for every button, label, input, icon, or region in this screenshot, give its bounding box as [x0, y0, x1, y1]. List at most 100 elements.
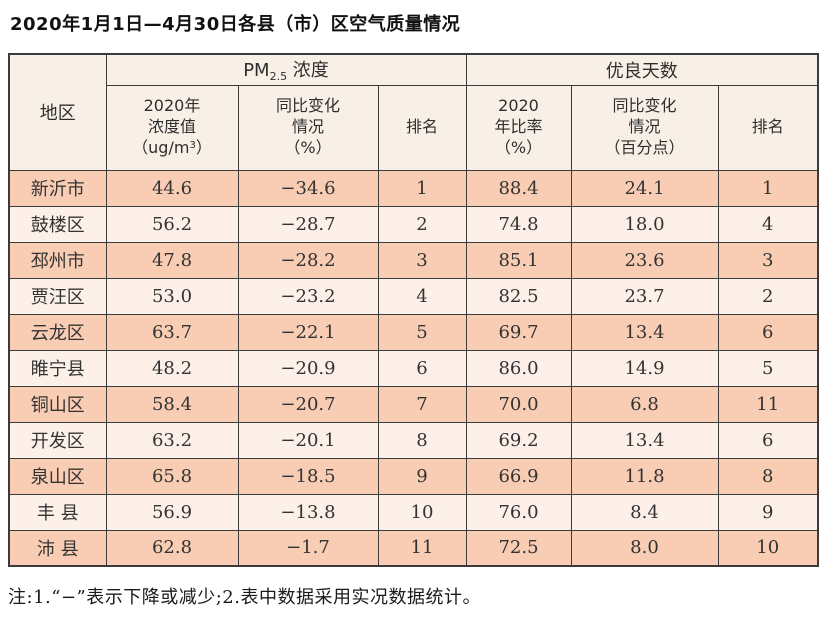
region-cell: 贾汪区: [8, 277, 107, 315]
ratio-change-cell: 8.4: [570, 493, 719, 531]
table-row: 云龙区 63.7 −22.1 5 69.7 13.4 6: [8, 313, 819, 351]
pm25-label-suffix: 浓度: [287, 60, 329, 82]
region-cell: 新沂市: [8, 169, 107, 207]
pm25-change-cell: −18.5: [237, 457, 379, 495]
pm25-rank-cell: 9: [377, 457, 467, 495]
footnote: 注:1.“−”表示下降或减少;2.表中数据采用实况数据统计。: [8, 587, 481, 608]
ratio-change-cell: 23.6: [570, 241, 719, 279]
region-cell: 沛 县: [8, 529, 107, 567]
table-row: 睢宁县 48.2 −20.9 6 86.0 14.9 5: [8, 349, 819, 387]
header-line: 年比率: [494, 117, 543, 137]
region-cell: 开发区: [8, 421, 107, 459]
pm25-value-cell: 53.0: [105, 277, 239, 315]
unit-prefix: （ug/m: [132, 137, 190, 157]
pm25-change-cell: −13.8: [237, 493, 379, 531]
pm25-rank-cell: 7: [377, 385, 467, 423]
pm25-value-cell: 62.8: [105, 529, 239, 567]
unit-superscript: 3: [189, 139, 196, 151]
pm25-change-cell: −20.7: [237, 385, 379, 423]
pm25-rank-cell: 4: [377, 277, 467, 315]
table-row: 鼓楼区 56.2 −28.7 2 74.8 18.0 4: [8, 205, 819, 243]
pm25-value-cell: 63.2: [105, 421, 239, 459]
table-row: 沛 县 62.8 −1.7 11 72.5 8.0 10: [8, 529, 819, 567]
pm25-value-column-header: 2020年 浓度值 （ug/m3）: [105, 84, 239, 171]
pm25-rank-cell: 8: [377, 421, 467, 459]
region-cell: 云龙区: [8, 313, 107, 351]
ratio-rank-cell: 9: [717, 493, 819, 531]
header-line: （%）: [494, 137, 543, 157]
pm25-group-header: PM2.5 浓度: [105, 53, 467, 86]
ratio-rank-cell: 6: [717, 421, 819, 459]
ratio-change-cell: 18.0: [570, 205, 719, 243]
pm25-rank-cell: 2: [377, 205, 467, 243]
ratio-change-cell: 24.1: [570, 169, 719, 207]
pm25-value-cell: 44.6: [105, 169, 239, 207]
ratio-change-column-header: 同比变化 情况 （百分点）: [570, 84, 719, 171]
header-line: 浓度值: [147, 117, 196, 137]
pm25-label-subscript: 2.5: [269, 70, 288, 84]
table-row: 开发区 63.2 −20.1 8 69.2 13.4 6: [8, 421, 819, 459]
pm25-rank-cell: 11: [377, 529, 467, 567]
pm25-rank-cell: 10: [377, 493, 467, 531]
ratio-change-cell: 13.4: [570, 421, 719, 459]
pm25-change-cell: −1.7: [237, 529, 379, 567]
table-row: 丰 县 56.9 −13.8 10 76.0 8.4 9: [8, 493, 819, 531]
pm25-rank-cell: 5: [377, 313, 467, 351]
region-cell: 鼓楼区: [8, 205, 107, 243]
pm25-rank-cell: 1: [377, 169, 467, 207]
ratio-rank-column-header: 排名: [717, 84, 819, 171]
ratio-rank-cell: 4: [717, 205, 819, 243]
table-row: 新沂市 44.6 −34.6 1 88.4 24.1 1: [8, 169, 819, 207]
ratio-change-cell: 6.8: [570, 385, 719, 423]
ratio-change-cell: 14.9: [570, 349, 719, 387]
pm25-change-cell: −22.1: [237, 313, 379, 351]
pm25-change-column-header: 同比变化 情况 （%）: [237, 84, 379, 171]
ratio-change-cell: 11.8: [570, 457, 719, 495]
ratio-cell: 66.9: [465, 457, 572, 495]
header-line: 情况: [628, 117, 661, 137]
pm25-label-prefix: PM: [243, 60, 270, 82]
ratio-cell: 82.5: [465, 277, 572, 315]
ratio-cell: 70.0: [465, 385, 572, 423]
region-cell: 泉山区: [8, 457, 107, 495]
ratio-rank-cell: 8: [717, 457, 819, 495]
table-row: 泉山区 65.8 −18.5 9 66.9 11.8 8: [8, 457, 819, 495]
pm25-change-cell: −28.7: [237, 205, 379, 243]
ratio-rank-cell: 6: [717, 313, 819, 351]
region-cell: 丰 县: [8, 493, 107, 531]
table-row: 贾汪区 53.0 −23.2 4 82.5 23.7 2: [8, 277, 819, 315]
pm25-value-cell: 56.9: [105, 493, 239, 531]
header-line: 同比变化: [612, 96, 677, 116]
pm25-rank-cell: 6: [377, 349, 467, 387]
unit-suffix: ）: [195, 137, 212, 157]
region-column-header: 地区: [8, 53, 107, 171]
ratio-rank-cell: 5: [717, 349, 819, 387]
pm25-value-cell: 58.4: [105, 385, 239, 423]
ratio-rank-cell: 10: [717, 529, 819, 567]
page-title: 2020年1月1日—4月30日各县（市）区空气质量情况: [10, 14, 461, 35]
header-line: （百分点）: [604, 137, 685, 157]
pm25-value-cell: 63.7: [105, 313, 239, 351]
ratio-cell: 72.5: [465, 529, 572, 567]
ratio-rank-cell: 11: [717, 385, 819, 423]
pm25-rank-column-header: 排名: [377, 84, 467, 171]
pm25-change-cell: −28.2: [237, 241, 379, 279]
ratio-cell: 88.4: [465, 169, 572, 207]
header-line-unit: （ug/m3）: [107, 137, 237, 159]
pm25-value-cell: 47.8: [105, 241, 239, 279]
pm25-change-cell: −23.2: [237, 277, 379, 315]
header-line: 2020年: [143, 96, 201, 116]
ratio-column-header: 2020 年比率 （%）: [465, 84, 572, 171]
pm25-change-cell: −34.6: [237, 169, 379, 207]
table-body: 新沂市 44.6 −34.6 1 88.4 24.1 1 鼓楼区 56.2 −28.7 2 74.8 1…: [8, 169, 819, 567]
pm25-change-cell: −20.9: [237, 349, 379, 387]
ratio-change-cell: 13.4: [570, 313, 719, 351]
header-line: 同比变化: [275, 96, 340, 116]
pm25-value-cell: 56.2: [105, 205, 239, 243]
ratio-change-cell: 23.7: [570, 277, 719, 315]
ratio-cell: 85.1: [465, 241, 572, 279]
region-cell: 铜山区: [8, 385, 107, 423]
ratio-rank-cell: 1: [717, 169, 819, 207]
header-line: 2020: [498, 96, 539, 116]
